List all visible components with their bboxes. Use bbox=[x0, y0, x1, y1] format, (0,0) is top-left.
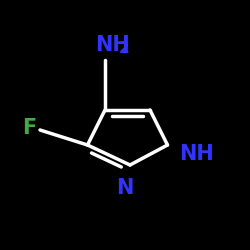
Text: NH: NH bbox=[95, 35, 130, 55]
Text: F: F bbox=[22, 118, 36, 138]
Text: N: N bbox=[116, 178, 134, 198]
Text: 2: 2 bbox=[119, 41, 130, 56]
Text: NH: NH bbox=[179, 144, 214, 164]
